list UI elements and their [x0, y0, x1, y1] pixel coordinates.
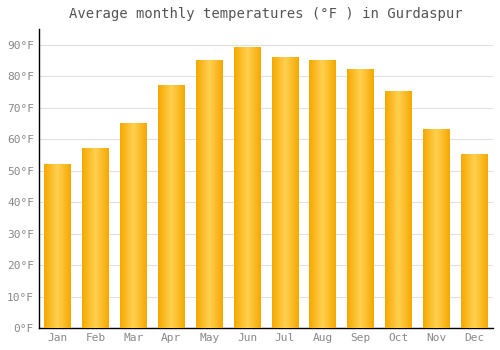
Title: Average monthly temperatures (°F ) in Gurdaspur: Average monthly temperatures (°F ) in Gu… [69, 7, 462, 21]
